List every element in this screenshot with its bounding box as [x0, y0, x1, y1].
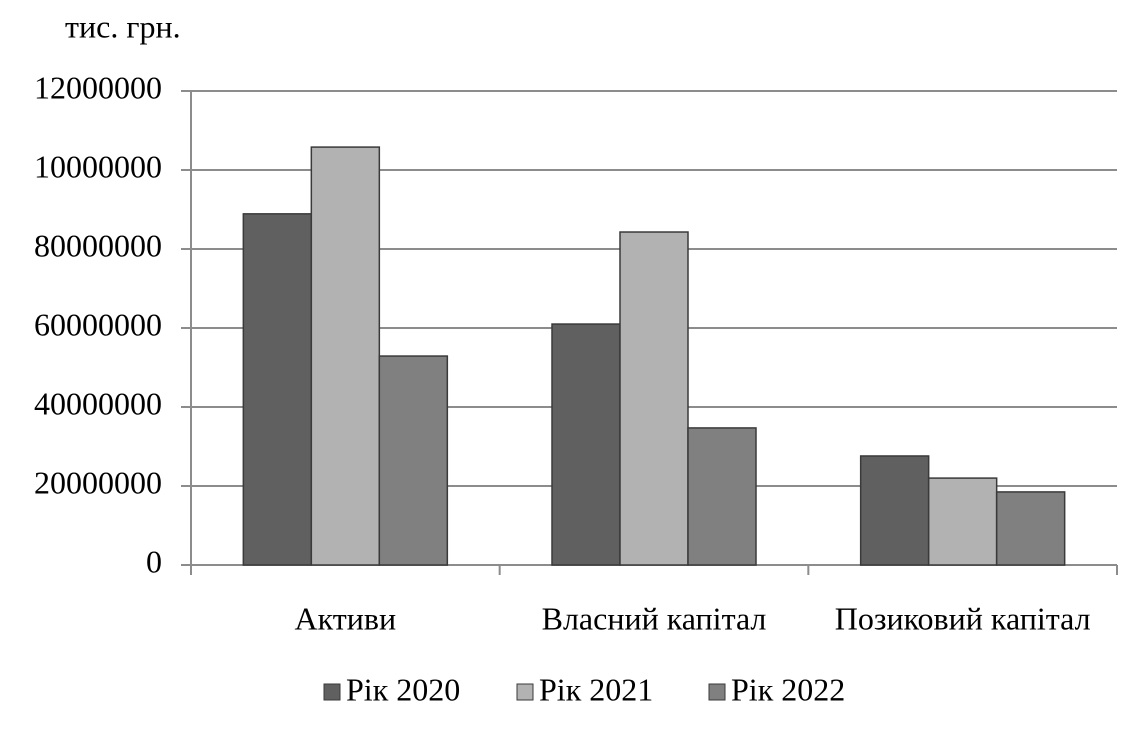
x-tick-label: Власний капітал: [542, 600, 767, 636]
y-tick-label: 10000000: [34, 148, 162, 184]
bar: [927, 477, 998, 566]
legend-swatch: [516, 683, 534, 701]
x-tick-label: Активи: [295, 600, 397, 636]
y-tick-label: 80000000: [34, 227, 162, 263]
bar: [687, 427, 757, 566]
bar: [242, 213, 313, 566]
bar: [310, 146, 381, 566]
bar: [619, 231, 689, 566]
legend-label: Рік 2020: [346, 671, 460, 707]
y-tick-label: 0: [146, 543, 162, 579]
bar: [378, 355, 449, 566]
y-tick-label: 60000000: [34, 306, 162, 342]
bar: [995, 491, 1066, 566]
legend-swatch: [323, 683, 341, 701]
y-tick-label: 12000000: [34, 69, 162, 105]
bar: [859, 455, 930, 566]
unit-label: тис. грн.: [65, 8, 181, 44]
legend-swatch: [708, 683, 726, 701]
bar: [551, 323, 621, 566]
x-tick-label: Позиковий капітал: [835, 600, 1091, 636]
legend-label: Рік 2022: [731, 671, 845, 707]
y-tick-label: 20000000: [34, 464, 162, 500]
y-tick-label: 40000000: [34, 385, 162, 421]
legend-label: Рік 2021: [539, 671, 653, 707]
